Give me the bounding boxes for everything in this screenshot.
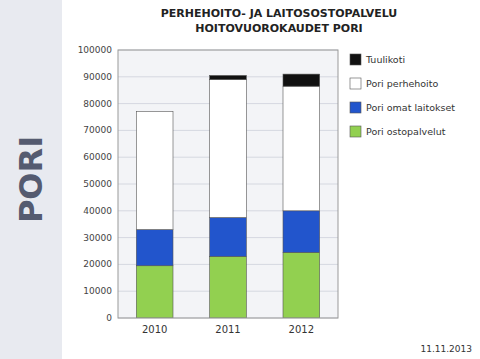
title: PERHEHOITO- JA LAITOSOSTOPALVELU [161, 7, 397, 20]
sidebar-label: PORI [12, 136, 50, 223]
subtitle: HOITOVUOROKAUDET PORI [195, 22, 362, 35]
bar-segment [283, 211, 320, 253]
legend-swatch [350, 102, 361, 113]
plot-frame [118, 50, 338, 318]
bar-segment [136, 266, 173, 318]
bar-segment [210, 79, 247, 217]
y-tick-label: 10000 [83, 286, 112, 296]
sidebar [0, 0, 62, 359]
y-tick-label: 0 [106, 313, 112, 323]
date-label: 11.11.2013 [420, 344, 472, 354]
x-tick-label: 2010 [142, 324, 167, 335]
bar-segment [136, 230, 173, 266]
bars [136, 74, 319, 318]
y-tick-label: 70000 [83, 125, 112, 135]
y-tick-label: 30000 [83, 233, 112, 243]
bar-segment [283, 74, 320, 86]
bar-segment [283, 86, 320, 211]
y-tick-label: 20000 [83, 259, 112, 269]
bar-segment [283, 252, 320, 318]
bar-segment [136, 111, 173, 112]
x-tick-label: 2011 [215, 324, 240, 335]
y-tick-label: 50000 [83, 179, 112, 189]
plot-background [118, 50, 338, 318]
bar-segment [210, 256, 247, 318]
y-tick-label: 40000 [83, 206, 112, 216]
legend-label: Pori omat laitokset [366, 102, 455, 113]
legend-swatch [350, 54, 361, 65]
bar-segment [210, 218, 247, 257]
bar-segment [136, 112, 173, 230]
y-tick-label: 60000 [83, 152, 112, 162]
legend-label: Pori ostopalvelut [366, 126, 446, 137]
legend-label: Tuulikoti [365, 54, 405, 65]
bar-segment [210, 75, 247, 79]
x-tick-label: 2012 [289, 324, 314, 335]
y-tick-label: 100000 [78, 45, 113, 55]
y-tick-label: 80000 [83, 99, 112, 109]
chart: PORI 11.11.2013 PERHEHOITO- JA LAITOSOSTOP… [0, 0, 480, 359]
y-tick-label: 90000 [83, 72, 112, 82]
legend-swatch [350, 126, 361, 137]
legend-label: Pori perhehoito [366, 78, 438, 89]
legend-swatch [350, 78, 361, 89]
